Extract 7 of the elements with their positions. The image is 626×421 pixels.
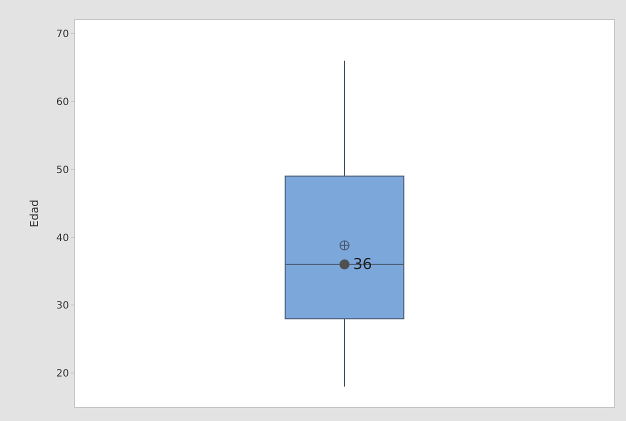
y-tick-label: 30 [56, 300, 69, 312]
y-tick-label: 70 [56, 29, 69, 40]
y-tick-label: 20 [56, 368, 69, 380]
y-tick-label: 50 [56, 164, 69, 176]
y-tick-label: 40 [56, 232, 69, 244]
y-tick-label: 60 [56, 96, 69, 108]
y-axis-title: Edad [28, 200, 41, 228]
